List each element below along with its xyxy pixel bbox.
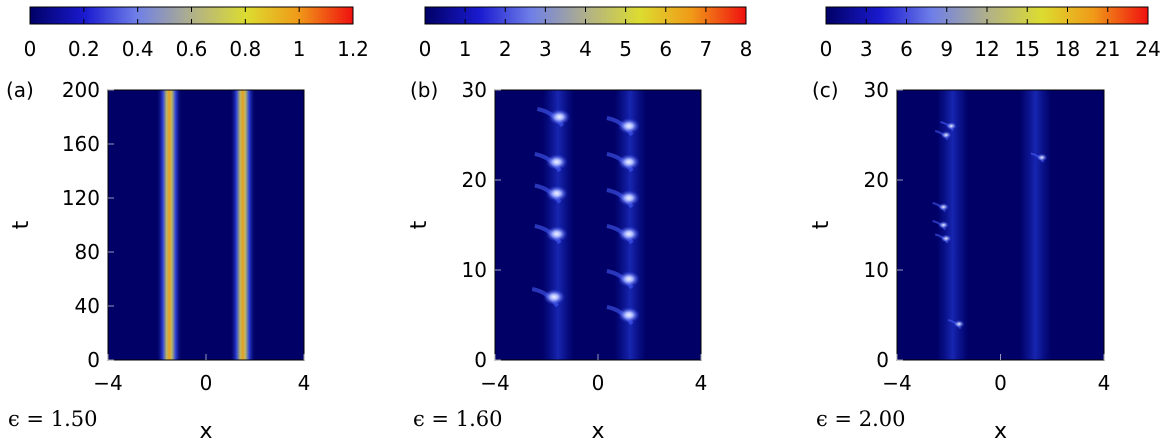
epsilon-annotation: ϵ = 1.50	[8, 407, 97, 431]
breather-peak	[938, 221, 950, 229]
y-tick-label: 20	[864, 168, 889, 192]
colorbar-tick-label: 0.2	[68, 37, 100, 61]
colorbar-tick-label: 3	[539, 37, 552, 61]
y-axis-label: t	[407, 220, 432, 229]
y-tick-label: 120	[62, 186, 100, 210]
y-tick-label: 30	[864, 78, 889, 102]
breather-peak	[617, 118, 640, 134]
x-tick-label: 0	[592, 371, 605, 395]
track-band	[1019, 90, 1052, 360]
colorbar-tick-label: 8	[740, 37, 753, 61]
breather-peak	[545, 185, 568, 202]
colorbar-tick-label: 12	[974, 37, 999, 61]
colorbar-tick-label: 4	[579, 37, 592, 61]
breather-peak	[938, 203, 950, 211]
breather-peak	[940, 234, 952, 243]
x-axis-label: x	[591, 419, 604, 444]
breather-peak	[945, 122, 957, 130]
y-tick-label: 10	[864, 258, 889, 282]
breather-peak	[617, 190, 640, 206]
breather-peak	[1036, 153, 1048, 162]
breather-peak	[545, 154, 568, 170]
breather-peak	[617, 307, 640, 323]
y-tick-label: 0	[87, 348, 100, 372]
colorbar-tick-label: 18	[1055, 37, 1080, 61]
colorbar-tick-label: 1	[459, 37, 472, 61]
y-axis-label: t	[809, 220, 834, 229]
y-tick-label: 200	[62, 78, 100, 102]
y-tick-label: 0	[474, 348, 487, 372]
panel-label: (c)	[812, 78, 839, 102]
y-tick-label: 160	[62, 132, 100, 156]
colorbar-tick-label: 24	[1135, 37, 1160, 61]
y-tick-label: 80	[75, 240, 100, 264]
track-band	[542, 90, 575, 360]
x-tick-label: −4	[93, 371, 122, 395]
colorbar-tick-label: 15	[1015, 37, 1040, 61]
colorbar-tick-label: 6	[900, 37, 913, 61]
x-axis-label: x	[994, 419, 1007, 444]
x-tick-label: −4	[882, 371, 911, 395]
breather-peak	[953, 320, 965, 328]
x-axis-label: x	[199, 419, 212, 444]
y-tick-label: 10	[462, 258, 487, 282]
colorbar-tick-label: 7	[700, 37, 713, 61]
breather-peak	[545, 226, 568, 242]
colorbar-tick-label: 2	[499, 37, 512, 61]
y-tick-label: 0	[876, 348, 889, 372]
epsilon-annotation: ϵ = 2.00	[816, 407, 905, 431]
x-tick-label: −4	[480, 371, 509, 395]
y-axis-label: t	[9, 220, 34, 229]
colorbar-tick-label: 1	[293, 37, 306, 61]
breather-peak	[617, 271, 640, 287]
heatmap-background	[897, 90, 1104, 360]
x-tick-label: 0	[200, 371, 213, 395]
heatmap-background	[495, 90, 701, 360]
colorbar-tick-label: 0	[24, 37, 37, 61]
colorbar-tick-label: 0	[419, 37, 432, 61]
colorbar-tick-label: 1.2	[337, 37, 369, 61]
heatmap-background	[108, 90, 304, 360]
x-tick-label: 4	[298, 371, 311, 395]
colorbar-tick-label: 3	[860, 37, 873, 61]
panel-label: (a)	[6, 78, 34, 102]
colorbar-tick-label: 5	[619, 37, 632, 61]
soliton-band	[156, 90, 183, 360]
breather-peak	[940, 131, 952, 139]
breather-peak	[548, 109, 571, 125]
colorbar-tick-label: 0.8	[229, 37, 261, 61]
panel-label: (b)	[410, 78, 438, 102]
y-tick-label: 40	[75, 294, 100, 318]
colorbar-tick-label: 21	[1095, 37, 1120, 61]
colorbar-tick-label: 0.6	[176, 37, 208, 61]
colorbar-tick-label: 9	[940, 37, 953, 61]
x-tick-label: 4	[695, 371, 708, 395]
x-tick-label: 4	[1098, 371, 1111, 395]
epsilon-annotation: ϵ = 1.60	[413, 407, 502, 431]
colorbar-tick-label: 0	[820, 37, 833, 61]
breather-peak	[617, 226, 640, 242]
breather-peak	[543, 289, 566, 305]
breather-peak	[617, 154, 640, 170]
y-tick-label: 30	[462, 78, 487, 102]
colorbar-tick-label: 6	[659, 37, 672, 61]
x-tick-label: 0	[994, 371, 1007, 395]
colorbar-tick-label: 0.4	[122, 37, 154, 61]
y-tick-label: 20	[462, 168, 487, 192]
soliton-band	[229, 90, 256, 360]
